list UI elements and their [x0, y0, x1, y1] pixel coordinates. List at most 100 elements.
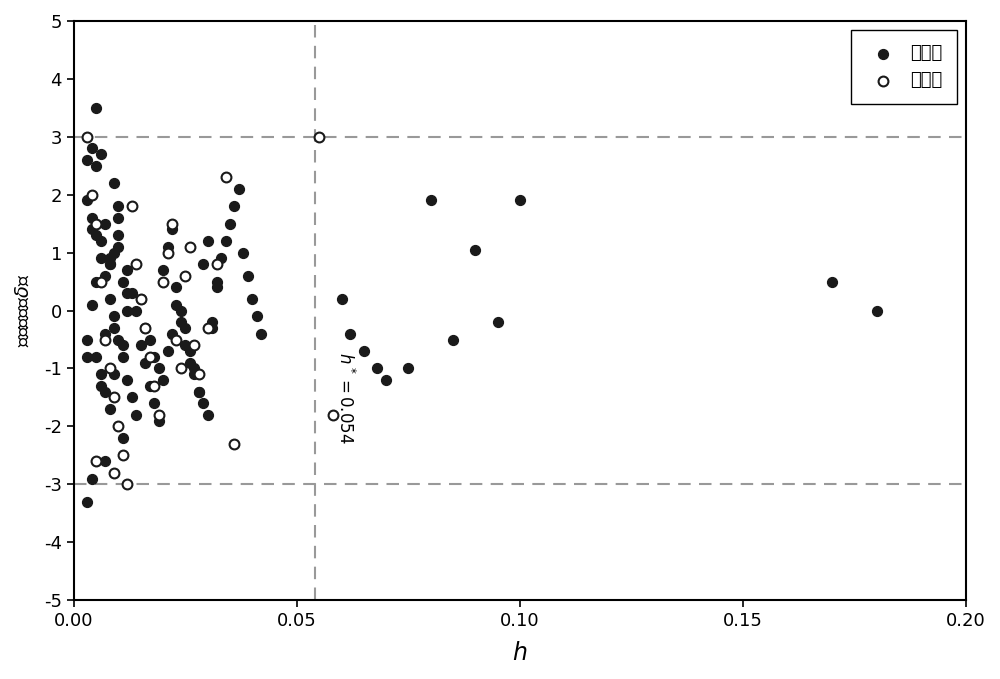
- 训练集: [191, 386, 207, 397]
- 验证集: [311, 131, 327, 142]
- 训练集: [222, 218, 238, 229]
- 训练集: [84, 143, 100, 153]
- 训练集: [445, 334, 461, 345]
- 验证集: [97, 334, 113, 345]
- Y-axis label: 标准残差（$\delta$）: 标准残差（$\delta$）: [14, 274, 33, 347]
- 训练集: [79, 352, 95, 363]
- 训练集: [79, 496, 95, 507]
- Legend: 训练集, 验证集: 训练集, 验证集: [851, 30, 957, 104]
- 验证集: [218, 172, 234, 183]
- 验证集: [119, 479, 135, 490]
- 训练集: [124, 392, 140, 403]
- 训练集: [400, 363, 416, 374]
- 训练集: [160, 346, 176, 356]
- 训练集: [160, 242, 176, 253]
- 训练集: [119, 265, 135, 276]
- 训练集: [88, 230, 104, 240]
- 训练集: [182, 346, 198, 356]
- 训练集: [128, 409, 144, 420]
- 训练集: [191, 386, 207, 397]
- 训练集: [137, 357, 153, 368]
- 验证集: [177, 270, 193, 281]
- 训练集: [226, 201, 242, 212]
- 训练集: [115, 433, 131, 443]
- 训练集: [151, 415, 167, 426]
- 训练集: [235, 247, 251, 258]
- 训练集: [119, 288, 135, 299]
- 训练集: [137, 323, 153, 333]
- 训练集: [88, 160, 104, 171]
- 训练集: [79, 334, 95, 345]
- 训练集: [204, 316, 220, 327]
- 验证集: [137, 323, 153, 333]
- 训练集: [369, 363, 385, 374]
- 训练集: [218, 236, 234, 246]
- 训练集: [356, 346, 372, 356]
- 训练集: [146, 398, 162, 409]
- 训练集: [97, 456, 113, 466]
- 验证集: [93, 276, 109, 287]
- 训练集: [106, 323, 122, 333]
- 训练集: [97, 328, 113, 339]
- 训练集: [133, 293, 149, 304]
- 训练集: [173, 316, 189, 327]
- 验证集: [106, 392, 122, 403]
- 训练集: [824, 276, 840, 287]
- 训练集: [115, 276, 131, 287]
- 训练集: [204, 323, 220, 333]
- 训练集: [93, 236, 109, 246]
- 训练集: [142, 380, 158, 391]
- 训练集: [119, 305, 135, 316]
- 训练集: [124, 288, 140, 299]
- 验证集: [191, 369, 207, 380]
- 训练集: [168, 299, 184, 310]
- 训练集: [88, 103, 104, 113]
- 训练集: [177, 340, 193, 351]
- 训练集: [110, 201, 126, 212]
- 验证集: [124, 201, 140, 212]
- 训练集: [97, 218, 113, 229]
- 训练集: [200, 409, 216, 420]
- 验证集: [84, 189, 100, 200]
- 训练集: [173, 305, 189, 316]
- 验证集: [128, 259, 144, 270]
- 训练集: [168, 282, 184, 293]
- 验证集: [209, 259, 225, 270]
- 验证集: [142, 352, 158, 363]
- 训练集: [84, 213, 100, 223]
- 训练集: [110, 334, 126, 345]
- 训练集: [231, 183, 247, 194]
- 验证集: [88, 456, 104, 466]
- 训练集: [115, 340, 131, 351]
- 训练集: [79, 155, 95, 166]
- 训练集: [93, 149, 109, 160]
- 验证集: [160, 247, 176, 258]
- 训练集: [88, 352, 104, 363]
- 训练集: [102, 259, 118, 270]
- 训练集: [151, 363, 167, 374]
- 训练集: [155, 265, 171, 276]
- 训练集: [102, 403, 118, 414]
- 训练集: [244, 293, 260, 304]
- 训练集: [97, 386, 113, 397]
- Text: $h^*= 0.054$: $h^*= 0.054$: [335, 352, 355, 443]
- 验证集: [168, 334, 184, 345]
- 验证集: [151, 409, 167, 420]
- 验证集: [325, 409, 341, 420]
- 训练集: [342, 328, 358, 339]
- 验证集: [115, 450, 131, 461]
- 验证集: [226, 439, 242, 449]
- 验证集: [155, 276, 171, 287]
- 训练集: [84, 473, 100, 484]
- 验证集: [182, 242, 198, 253]
- 训练集: [186, 369, 202, 380]
- 训练集: [195, 398, 211, 409]
- 验证集: [79, 131, 95, 142]
- 训练集: [133, 340, 149, 351]
- 验证集: [88, 218, 104, 229]
- 验证集: [133, 293, 149, 304]
- 训练集: [84, 299, 100, 310]
- 验证集: [186, 340, 202, 351]
- 训练集: [115, 352, 131, 363]
- 验证集: [146, 380, 162, 391]
